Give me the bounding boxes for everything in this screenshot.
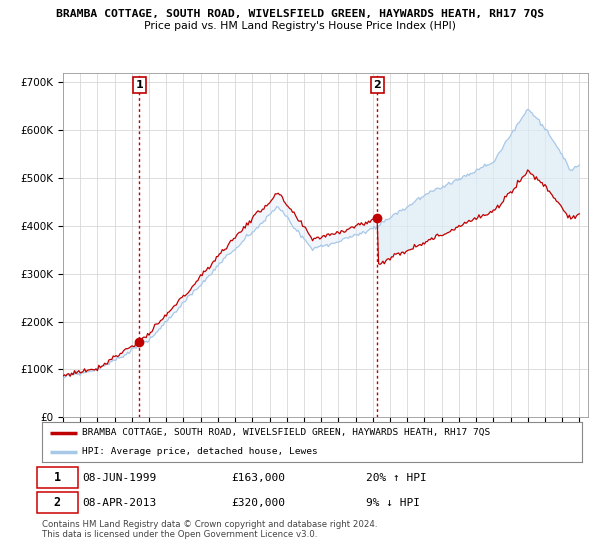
Text: BRAMBA COTTAGE, SOUTH ROAD, WIVELSFIELD GREEN, HAYWARDS HEATH, RH17 7QS: BRAMBA COTTAGE, SOUTH ROAD, WIVELSFIELD … xyxy=(56,9,544,19)
Text: 2: 2 xyxy=(54,496,61,510)
Text: HPI: Average price, detached house, Lewes: HPI: Average price, detached house, Lewe… xyxy=(83,447,318,456)
FancyBboxPatch shape xyxy=(37,467,77,488)
Text: 1: 1 xyxy=(136,80,143,90)
Text: 08-JUN-1999: 08-JUN-1999 xyxy=(83,473,157,483)
FancyBboxPatch shape xyxy=(37,492,77,514)
Text: 08-APR-2013: 08-APR-2013 xyxy=(83,498,157,508)
Text: £163,000: £163,000 xyxy=(231,473,285,483)
Text: 20% ↑ HPI: 20% ↑ HPI xyxy=(366,473,427,483)
Text: BRAMBA COTTAGE, SOUTH ROAD, WIVELSFIELD GREEN, HAYWARDS HEATH, RH17 7QS: BRAMBA COTTAGE, SOUTH ROAD, WIVELSFIELD … xyxy=(83,428,491,437)
Text: £320,000: £320,000 xyxy=(231,498,285,508)
Text: 9% ↓ HPI: 9% ↓ HPI xyxy=(366,498,420,508)
Text: Price paid vs. HM Land Registry's House Price Index (HPI): Price paid vs. HM Land Registry's House … xyxy=(144,21,456,31)
Text: 2: 2 xyxy=(374,80,382,90)
Text: 1: 1 xyxy=(54,471,61,484)
Text: Contains HM Land Registry data © Crown copyright and database right 2024.
This d: Contains HM Land Registry data © Crown c… xyxy=(42,520,377,539)
